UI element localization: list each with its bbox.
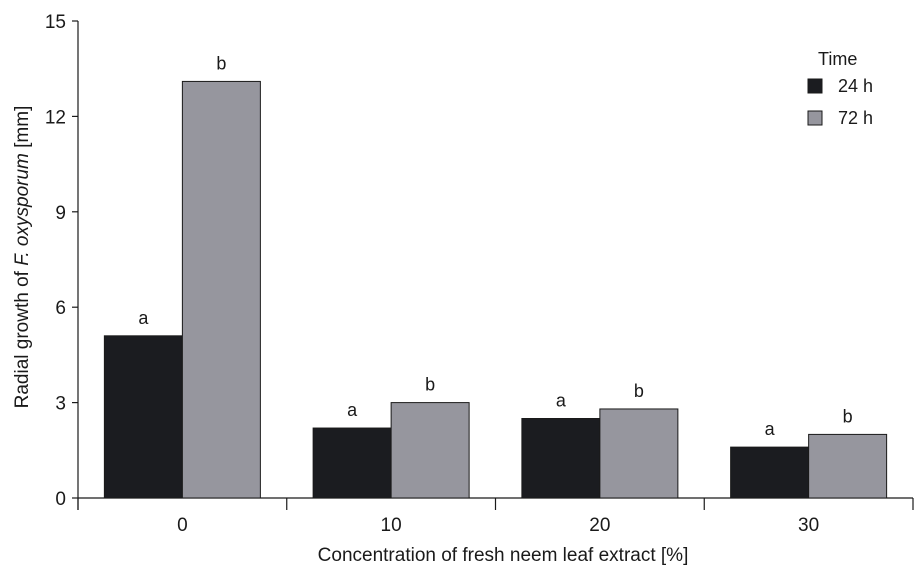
y-axis: 0 3 6 9 12 15	[45, 12, 79, 510]
significance-label: a	[138, 308, 149, 328]
bar-72h-30	[808, 433, 888, 499]
y-tick-label: 9	[55, 203, 66, 224]
y-tick-label: 12	[45, 107, 66, 128]
significance-label: b	[425, 375, 435, 395]
significance-label: b	[216, 53, 226, 73]
x-axis-title: Concentration of fresh neem leaf extract…	[318, 545, 689, 566]
x-tick-label: 20	[589, 515, 610, 536]
y-tick-label: 6	[55, 298, 66, 319]
y-axis-title: Radial growth of F. oxysporum [mm]	[12, 106, 33, 409]
bar-24h-10	[312, 427, 392, 499]
bar-24h-0	[103, 335, 183, 499]
x-axis: 0 10 20 30	[77, 497, 914, 536]
x-tick-label: 30	[798, 515, 819, 536]
legend-label-72h: 72 h	[838, 108, 873, 128]
significance-label: a	[347, 400, 358, 420]
significance-label: b	[843, 406, 853, 426]
y-axis-title-italic: F. oxysporum	[12, 153, 33, 266]
legend-swatch-72h	[807, 110, 823, 126]
bar-labels: a a a a b b b b	[138, 53, 852, 439]
bar-24h-30	[730, 446, 810, 499]
legend-label-24h: 24 h	[838, 76, 873, 96]
y-tick-label: 0	[55, 489, 66, 510]
legend: Time 24 h 72 h	[807, 49, 873, 128]
y-tick-label: 3	[55, 394, 66, 415]
bar-72h-0	[181, 80, 261, 499]
bar-24h-20	[521, 418, 601, 499]
bar-72h-10	[390, 402, 470, 499]
significance-label: a	[765, 419, 776, 439]
x-tick-label: 0	[177, 515, 188, 536]
y-axis-title-suffix: [mm]	[12, 106, 33, 154]
bar-72h-20	[599, 408, 679, 499]
legend-title: Time	[818, 49, 857, 69]
bars	[103, 80, 888, 499]
x-tick-label: 10	[381, 515, 402, 536]
y-axis-title-prefix: Radial growth of	[12, 266, 33, 409]
significance-label: a	[556, 391, 567, 411]
legend-swatch-24h	[807, 78, 823, 94]
y-tick-label: 15	[45, 12, 66, 33]
significance-label: b	[634, 381, 644, 401]
